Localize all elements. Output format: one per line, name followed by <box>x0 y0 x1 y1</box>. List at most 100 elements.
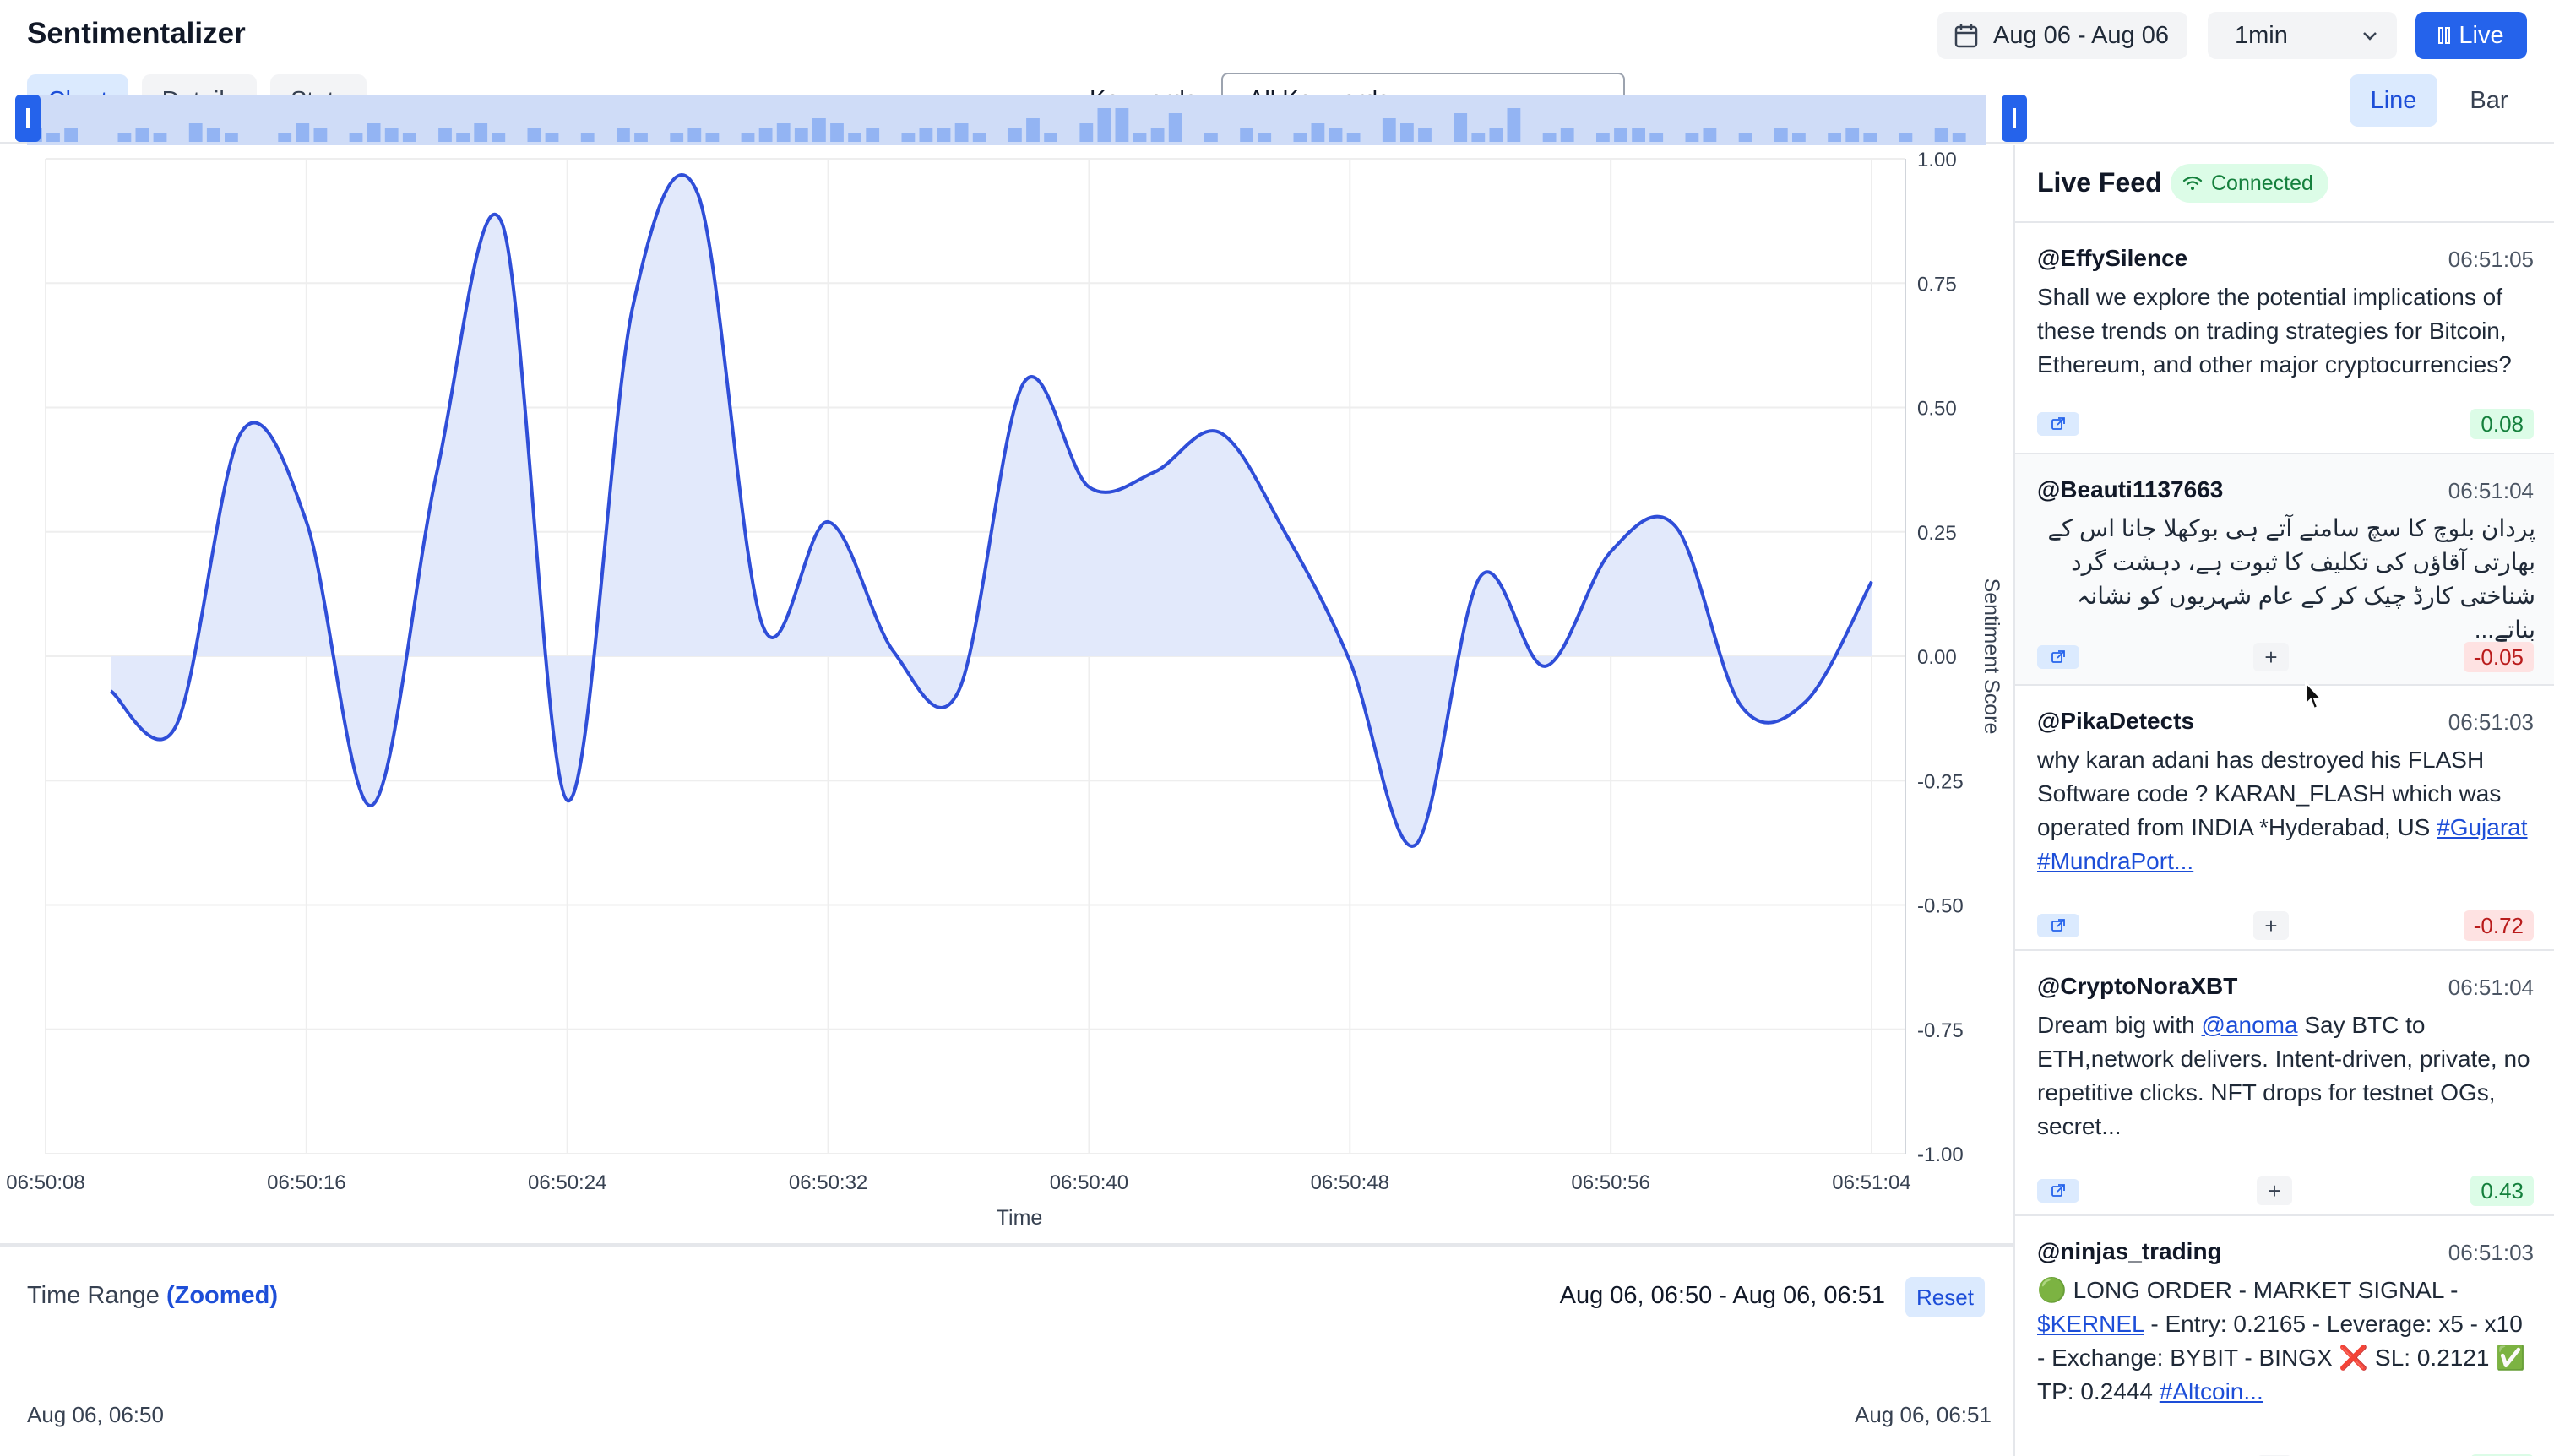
post-text: Shall we explore the potential implicati… <box>2037 280 2535 382</box>
live-button[interactable]: Live <box>2415 12 2527 59</box>
connection-status: Connected <box>2211 171 2313 195</box>
y-tick-label: 0.25 <box>1917 522 1957 545</box>
y-tick-label: -0.50 <box>1917 895 1964 918</box>
external-link-icon <box>2051 417 2065 430</box>
line-view-button[interactable]: Line <box>2350 74 2437 127</box>
activity-bar <box>1204 133 1218 142</box>
y-tick-label: -0.75 <box>1917 1019 1964 1042</box>
sentiment-chart-svg: 1.00 0.75 0.50 0.25 0.00 -0.25 -0.50 -0.75 -1.00… <box>6 149 2003 1230</box>
feed-post[interactable]: @Beauti1137663 06:51:04 پردان بلوچ کا سچ س… <box>2015 454 2554 686</box>
x-tick-label: 06:50:08 <box>6 1171 84 1194</box>
open-post-button[interactable] <box>2037 645 2079 669</box>
reset-button[interactable]: Reset <box>1905 1277 1985 1317</box>
activity-bar <box>866 128 880 142</box>
add-keyword-button[interactable]: + <box>2253 643 2289 671</box>
post-text-segment: why karan adani has destroyed his FLASH … <box>2037 747 2502 840</box>
interval-select[interactable]: 1min <box>2208 12 2397 59</box>
activity-bar <box>758 128 773 142</box>
sentiment-score-badge: 0.43 <box>2470 1176 2534 1206</box>
activity-bar <box>1614 128 1627 142</box>
add-keyword-button[interactable]: + <box>2257 1176 2292 1205</box>
y-tick-label: 0.50 <box>1917 398 1957 421</box>
activity-bar <box>1008 128 1022 142</box>
post-username[interactable]: @PikaDetects <box>2037 708 2195 734</box>
y-tick-label: 0.00 <box>1917 646 1957 669</box>
activity-bar <box>1418 128 1432 142</box>
activity-bar <box>367 123 381 142</box>
activity-bar <box>1685 133 1699 142</box>
open-post-button[interactable] <box>2037 1179 2079 1203</box>
post-username[interactable]: @CryptoNoraXBT <box>2037 973 2238 999</box>
activity-bar <box>794 128 808 142</box>
activity-bar <box>1507 108 1521 142</box>
activity-bar <box>1863 133 1877 142</box>
sentiment-score-badge: -0.72 <box>2463 910 2534 941</box>
post-link[interactable]: @anoma <box>2201 1012 2298 1038</box>
activity-bar <box>313 128 328 142</box>
date-range-button[interactable]: Aug 06 - Aug 06 <box>1937 12 2187 59</box>
brush-handle-end[interactable] <box>2002 95 2027 142</box>
activity-bar <box>1293 133 1307 142</box>
post-text-segment: Dream big with <box>2037 1012 2202 1038</box>
activity-bar <box>1115 108 1129 142</box>
post-link[interactable]: #MundraPort... <box>2037 848 2194 874</box>
activity-bar <box>705 133 720 142</box>
y-tick-label: 0.75 <box>1917 273 1957 296</box>
activity-bar <box>1240 128 1253 142</box>
activity-bar <box>527 128 541 142</box>
external-link-icon <box>2051 1184 2065 1197</box>
y-tick-label: 1.00 <box>1917 149 1957 171</box>
sentiment-chart: 1.00 0.75 0.50 0.25 0.00 -0.25 -0.50 -0.75 -1.00… <box>0 145 2013 1243</box>
post-timestamp: 06:51:03 <box>2448 709 2534 735</box>
activity-bar <box>670 133 684 142</box>
activity-bar <box>1952 133 1966 142</box>
activity-bar <box>1703 128 1717 142</box>
post-timestamp: 06:51:04 <box>2448 975 2534 1000</box>
time-range-label: Time Range <box>27 1282 160 1309</box>
brush-handle-start[interactable] <box>15 95 41 142</box>
activity-bar <box>1346 133 1361 142</box>
post-text-segment: Shall we explore the potential implicati… <box>2037 284 2512 378</box>
activity-bar <box>1471 133 1486 142</box>
post-text-segment: پردان بلوچ کا سچ سامنے آتے ہی بوکھلا جان… <box>2047 515 2535 643</box>
range-start-label: Aug 06, 06:50 <box>27 1402 164 1427</box>
post-link[interactable]: #Gujarat <box>2437 814 2528 840</box>
x-tick-label: 06:50:16 <box>267 1171 345 1194</box>
post-timestamp: 06:51:04 <box>2448 478 2534 503</box>
time-range-brush[interactable] <box>27 95 1986 145</box>
y-tick-label: -0.25 <box>1917 770 1964 793</box>
feed-post[interactable]: @CryptoNoraXBT 06:51:04 Dream big with @an… <box>2015 951 2554 1216</box>
live-feed: Live Feed Connected @EffySilence 06:51:05… <box>2013 145 2554 1456</box>
post-timestamp: 06:51:05 <box>2448 247 2534 272</box>
post-username[interactable]: @EffySilence <box>2037 245 2188 271</box>
open-post-button[interactable] <box>2037 412 2079 436</box>
x-tick-label: 06:50:32 <box>789 1171 867 1194</box>
feed-post[interactable]: @PikaDetects 06:51:03 why karan adani has … <box>2015 686 2554 951</box>
activity-bar <box>296 123 310 142</box>
activity-bar <box>1738 133 1752 142</box>
activity-bar <box>1828 133 1841 142</box>
range-end-label: Aug 06, 06:51 <box>1855 1402 1992 1427</box>
feed-post[interactable]: @ninjas_trading 06:51:03 🟢 LONG ORDER - MA… <box>2015 1216 2554 1456</box>
activity-bar <box>456 133 470 142</box>
post-link[interactable]: $KERNEL <box>2037 1311 2144 1337</box>
open-post-button[interactable] <box>2037 914 2079 937</box>
activity-bar <box>1097 108 1111 142</box>
date-range-label: Aug 06 - Aug 06 <box>1993 21 2169 49</box>
add-keyword-button[interactable]: + <box>2253 911 2289 940</box>
activity-bar <box>1792 133 1806 142</box>
activity-bar <box>1542 133 1557 142</box>
activity-bar <box>1168 113 1182 142</box>
post-link[interactable]: #Altcoin... <box>2159 1378 2263 1404</box>
activity-bar <box>848 133 861 142</box>
activity-bar <box>278 133 292 142</box>
bar-view-button[interactable]: Bar <box>2448 74 2530 127</box>
activity-bar <box>954 123 969 142</box>
x-tick-label: 06:50:24 <box>528 1171 606 1194</box>
activity-bar <box>1311 123 1325 142</box>
post-username[interactable]: @Beauti1137663 <box>2037 476 2224 503</box>
post-username[interactable]: @ninjas_trading <box>2037 1238 2222 1264</box>
activity-bar <box>741 133 755 142</box>
y-axis-title: Sentiment Score <box>1980 579 2003 735</box>
feed-post[interactable]: @EffySilence 06:51:05 Shall we explore the… <box>2015 223 2554 454</box>
